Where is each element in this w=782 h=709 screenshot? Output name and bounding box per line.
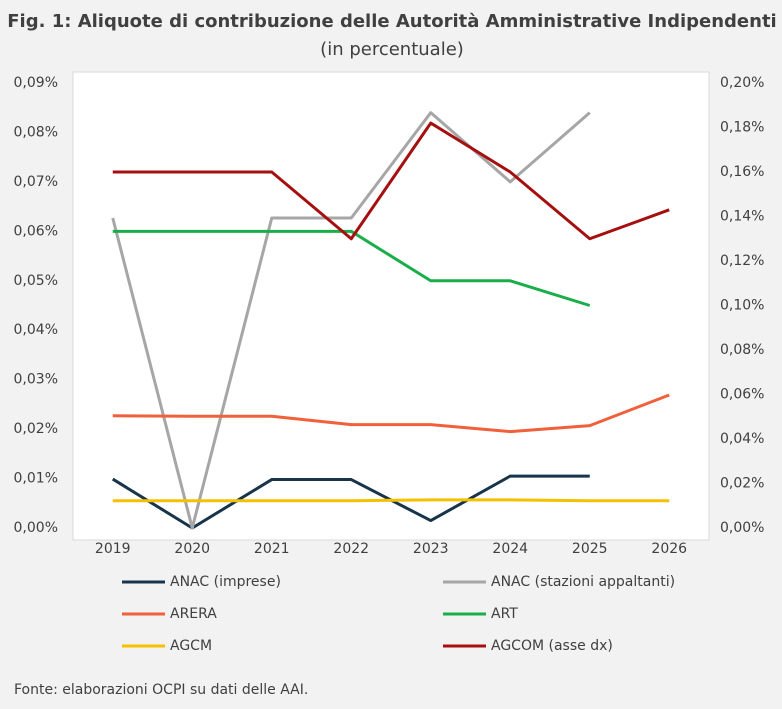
legend-label: ART [491, 606, 518, 622]
legend-label: ANAC (stazioni appaltanti) [491, 574, 675, 590]
x-tick-label: 2023 [413, 541, 449, 557]
x-tick-label: 2025 [572, 541, 608, 557]
legend-label: AGCOM (asse dx) [491, 638, 613, 654]
x-tick-label: 2024 [492, 541, 528, 557]
y2-tick-label: 0,20% [720, 75, 764, 91]
y2-tick-label: 0,10% [720, 298, 764, 314]
y2-tick-label: 0,12% [720, 253, 764, 269]
x-tick-label: 2021 [254, 541, 290, 557]
y-tick-label: 0,03% [14, 372, 58, 388]
y2-tick-label: 0,04% [720, 431, 764, 447]
series-line [112, 229, 591, 307]
legend-label: AGCM [170, 638, 212, 654]
y-tick-label: 0,09% [14, 75, 58, 91]
y-tick-label: 0,07% [14, 174, 58, 190]
y2-tick-label: 0,02% [720, 476, 764, 492]
x-tick-label: 2020 [174, 541, 210, 557]
y2-tick-label: 0,06% [720, 387, 764, 403]
chart-title: Fig. 1: Aliquote di contribuzione delle … [7, 11, 776, 32]
y2-tick-label: 0,08% [720, 342, 764, 358]
y2-tick-label: 0,00% [720, 520, 764, 536]
series-line [112, 121, 670, 241]
source-note: Fonte: elaborazioni OCPI su dati delle A… [14, 682, 308, 698]
legend-label: ANAC (imprese) [170, 574, 281, 590]
series-line [111, 111, 591, 530]
y-tick-label: 0,00% [14, 520, 58, 536]
plot-area [72, 71, 710, 541]
x-tick-label: 2022 [333, 541, 369, 557]
series-line [112, 393, 670, 434]
legend-label: ARERA [170, 606, 217, 622]
series-line [112, 498, 670, 503]
x-tick-label: 2019 [95, 541, 131, 557]
chart-subtitle: (in percentuale) [320, 39, 464, 60]
y-tick-label: 0,01% [14, 471, 58, 487]
y2-tick-label: 0,18% [720, 120, 764, 136]
y-tick-label: 0,06% [14, 223, 58, 239]
y-tick-label: 0,02% [14, 421, 58, 437]
x-tick-label: 2026 [651, 541, 687, 557]
y-tick-label: 0,04% [14, 322, 58, 338]
y-tick-label: 0,05% [14, 273, 58, 289]
y2-tick-label: 0,16% [720, 164, 764, 180]
y2-tick-label: 0,14% [720, 209, 764, 225]
y-tick-label: 0,08% [14, 124, 58, 140]
